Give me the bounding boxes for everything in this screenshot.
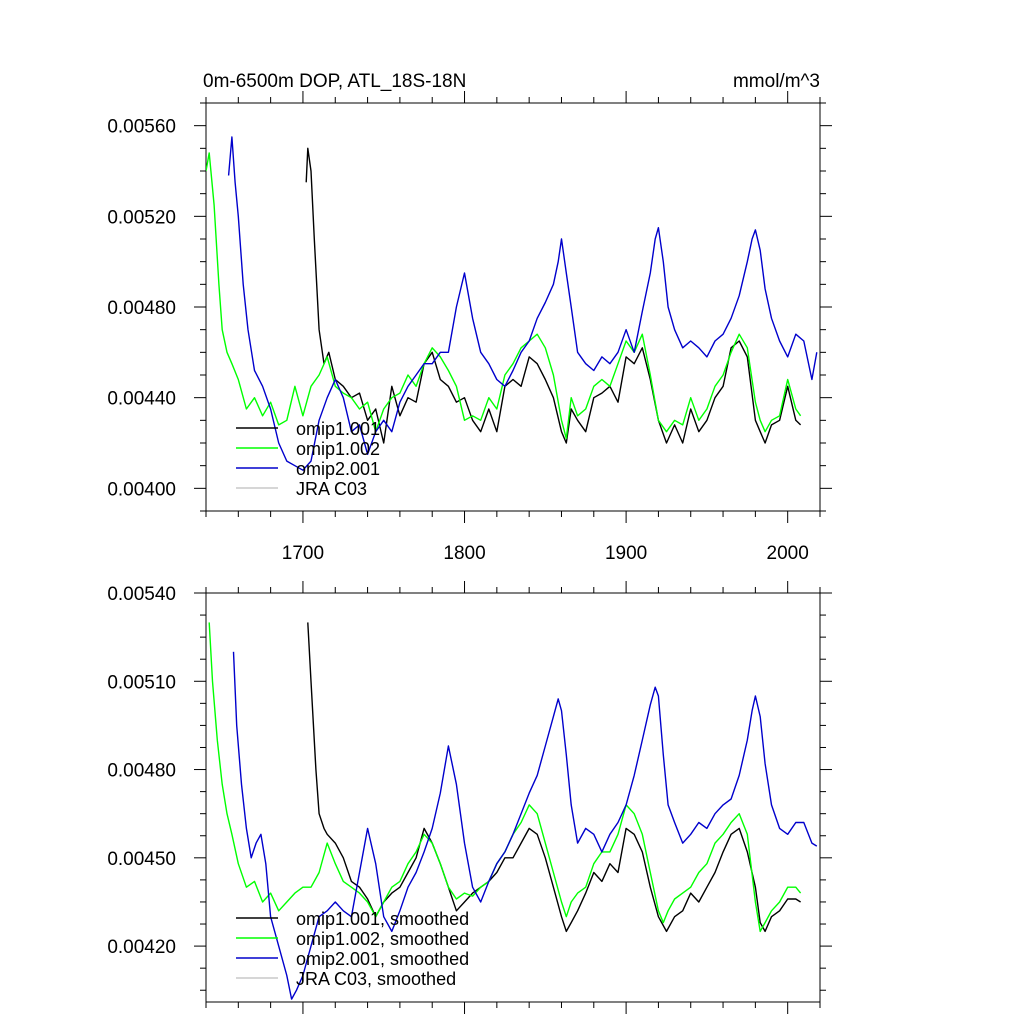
y-tick-label: 0.00540 — [107, 584, 176, 605]
y-tick-label: 0.00420 — [107, 937, 176, 958]
series-lines — [208, 622, 818, 1000]
legend-label: omip1.001, smoothed — [296, 909, 469, 929]
series-lines — [206, 136, 818, 471]
legend-label: JRA C03, smoothed — [296, 969, 456, 989]
y-tick-label: 0.00560 — [107, 117, 176, 138]
x-tick-label: 1800 — [443, 543, 485, 564]
y-tick-label: 0.00480 — [107, 298, 176, 319]
series-line-2 — [206, 152, 802, 440]
chart-units: mmol/m^3 — [733, 71, 820, 92]
legend-label: omip2.001, smoothed — [296, 949, 469, 969]
x-tick-label: 2000 — [767, 543, 809, 564]
y-tick-label: 0.00440 — [107, 389, 176, 410]
bottom-chart-panel: 0.00420 0.00450 0.00480 0.00510 0.00540 omip1… — [107, 581, 832, 1014]
y-tick-label: 0.00480 — [107, 761, 176, 782]
y-tick-label: 0.00400 — [107, 479, 176, 500]
plot-frame — [205, 592, 821, 1003]
series-line-1 — [305, 147, 802, 444]
y-tick-label: 0.00520 — [107, 207, 176, 228]
legend-label: omip1.002 — [296, 439, 380, 459]
y-tick-label: 0.00450 — [107, 849, 176, 870]
legend-label: omip1.001 — [296, 419, 380, 439]
legend-label: omip1.002, smoothed — [296, 929, 469, 949]
top-chart-panel: 0m-6500m DOP, ATL_18S-18N mmol/m^3 0.004… — [107, 71, 832, 564]
chart-title: 0m-6500m DOP, ATL_18S-18N — [203, 71, 466, 92]
legend-label: JRA C03 — [296, 479, 367, 499]
series-line-3 — [232, 651, 818, 1000]
x-tick-label: 1700 — [282, 543, 324, 564]
y-tick-label: 0.00510 — [107, 672, 176, 693]
x-tick-label: 1900 — [605, 543, 647, 564]
series-line-3 — [227, 136, 818, 471]
legend-label: omip2.001 — [296, 459, 380, 479]
